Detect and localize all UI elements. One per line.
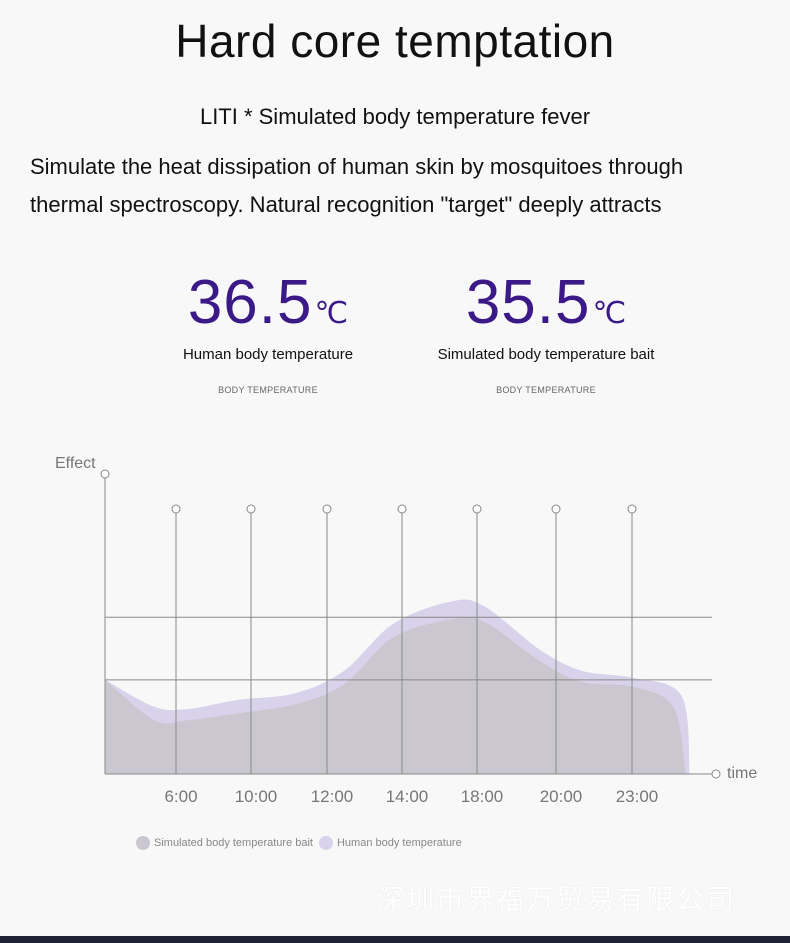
x-tick-label: 14:00: [386, 787, 429, 806]
bait-temp-caption: BODY TEMPERATURE: [496, 385, 596, 395]
legend-swatch-human: [318, 836, 333, 850]
description-line-2: thermal spectroscopy. Natural recognitio…: [30, 192, 662, 217]
category-marker-5: [472, 504, 482, 514]
effect-chart: 6:00 10:00 12:00 14:00 18:00 20:00 23:00 Effect…: [55, 455, 757, 806]
x-tick-label: 6:00: [164, 787, 197, 806]
bait-temp-unit: ℃: [592, 297, 627, 330]
category-marker-6: [551, 504, 561, 514]
chart-legend: Simulated body temperature bait Human bo…: [136, 836, 468, 850]
x-axis-label: time: [727, 765, 757, 782]
human-temp-caption: BODY TEMPERATURE: [218, 385, 318, 395]
category-marker-3: [322, 504, 332, 514]
legend-swatch-bait: [136, 836, 150, 850]
bait-temp-block: 35.5℃ Simulated body temperature bait BO…: [396, 270, 696, 396]
description-line-1: Simulate the heat dissipation of human s…: [30, 154, 684, 179]
x-tick-label: 18:00: [461, 787, 504, 806]
legend-label-human: Human body temperature: [336, 837, 462, 849]
bait-temp-value: 35.5: [465, 268, 591, 337]
human-temp-block: 36.5℃ Human body temperature BODY TEMPER…: [118, 270, 418, 396]
series-area-bait: [105, 616, 686, 774]
y-axis-label: Effect: [55, 455, 96, 472]
bait-temp-label: Simulated body temperature bait: [437, 346, 655, 363]
y-axis-end-marker: [100, 469, 110, 479]
watermark: 深圳市界福万贸易有限公司: [376, 883, 737, 916]
human-temp-label: Human body temperature: [182, 346, 354, 363]
bait-temp-value-row: 35.5℃: [396, 270, 696, 336]
legend-item-bait: Simulated body temperature bait: [136, 836, 313, 850]
x-axis-end-marker: [711, 769, 721, 779]
page-subtitle: LITI * Simulated body temperature fever: [199, 104, 591, 129]
category-marker-2: [246, 504, 256, 514]
legend-label-bait: Simulated body temperature bait: [154, 837, 313, 849]
category-marker-7: [627, 504, 637, 514]
x-tick-label: 10:00: [235, 787, 278, 806]
legend-item-human: Human body temperature: [318, 836, 462, 850]
human-temp-value: 36.5: [187, 268, 313, 337]
bottom-bar: [0, 936, 790, 943]
page-title: Hard core temptation: [175, 15, 615, 67]
category-marker-1: [171, 504, 181, 514]
category-marker-4: [397, 504, 407, 514]
description: Simulate the heat dissipation of human s…: [30, 148, 770, 224]
x-tick-label: 12:00: [311, 787, 354, 806]
human-temp-unit: ℃: [314, 297, 349, 330]
x-tick-label: 20:00: [540, 787, 583, 806]
x-tick-label: 23:00: [616, 787, 659, 806]
human-temp-value-row: 36.5℃: [118, 270, 418, 336]
